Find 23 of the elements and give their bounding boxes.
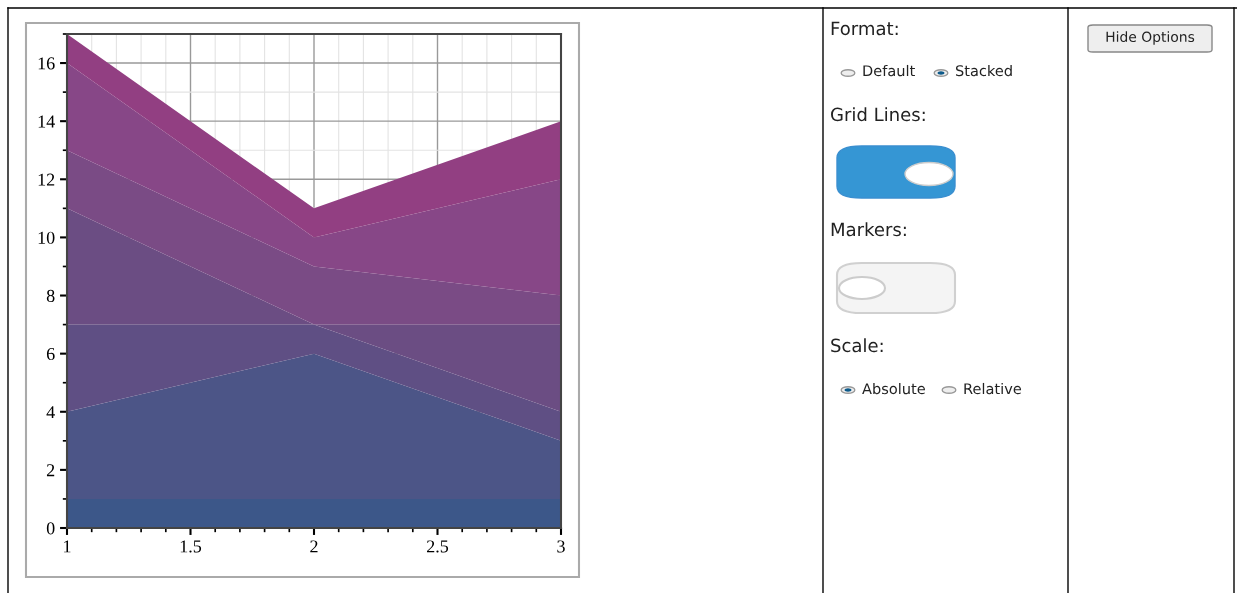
y-tick-label: 8 xyxy=(46,289,55,302)
y-tick-label: 6 xyxy=(46,347,55,361)
text: Markers: xyxy=(831,222,906,237)
text: Scale: xyxy=(831,338,883,353)
y-tick-label: 4 xyxy=(46,406,55,419)
y-tick-label: 0 xyxy=(46,522,55,535)
x-tick-label: 2 xyxy=(310,540,318,553)
text: Stacked xyxy=(955,64,1012,77)
x-tick-label: 1.5 xyxy=(180,540,202,553)
x-tick-label: 1 xyxy=(64,540,71,553)
x-tick-label: 2.5 xyxy=(427,540,449,553)
y-tick-label: 14 xyxy=(38,115,55,128)
y-tick-label: 2 xyxy=(46,464,55,477)
y-tick-label: 12 xyxy=(38,173,55,186)
text: Default xyxy=(863,64,915,77)
text: Absolute xyxy=(862,382,925,395)
x-tick-label: 3 xyxy=(557,540,565,553)
text: Format: xyxy=(831,21,898,36)
text: Relative xyxy=(964,382,1022,395)
text: Hide Options xyxy=(1106,31,1195,45)
y-tick-label: 16 xyxy=(38,57,55,70)
text: Grid Lines: xyxy=(831,107,925,122)
y-tick-label: 10 xyxy=(38,231,55,244)
